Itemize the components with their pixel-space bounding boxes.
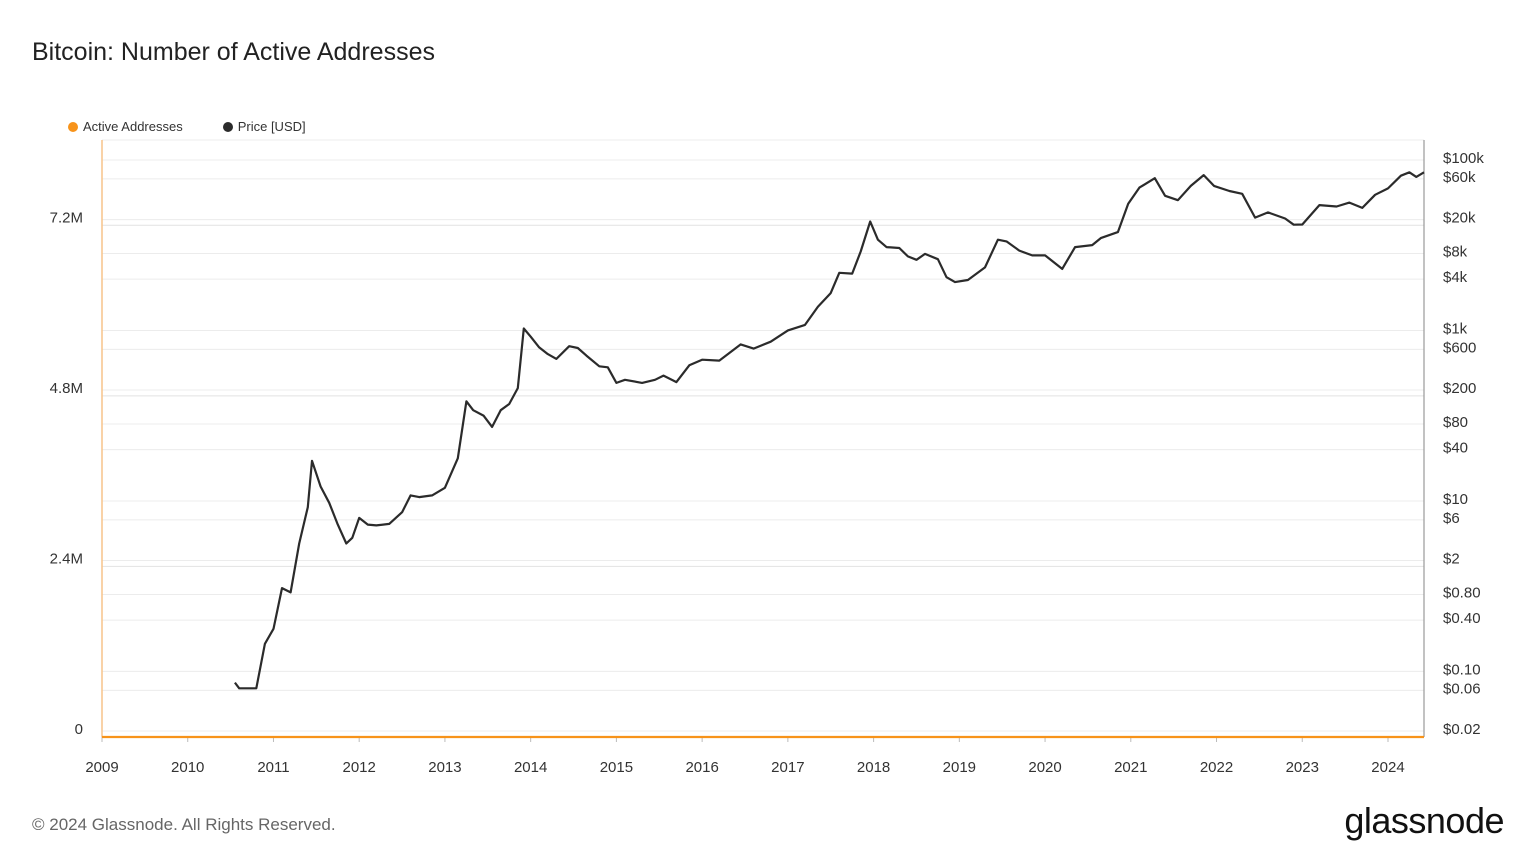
y-right-tick-label: $60k (1443, 169, 1476, 186)
y-right-tick-label: $0.80 (1443, 584, 1481, 601)
x-tick-label: 2024 (1371, 759, 1404, 776)
y-right-tick-label: $100k (1443, 150, 1484, 167)
x-tick-label: 2020 (1028, 759, 1061, 776)
y-right-tick-label: $4k (1443, 269, 1468, 286)
x-tick-label: 2013 (428, 759, 461, 776)
y-right-tick-label: $10 (1443, 491, 1468, 508)
series-line-price (234, 171, 1425, 690)
chart-title: Bitcoin: Number of Active Addresses (32, 38, 435, 66)
x-tick-label: 2023 (1286, 759, 1319, 776)
y-right-tick-label: $2 (1443, 551, 1460, 568)
x-tick-label: 2021 (1114, 759, 1147, 776)
y-right-tick-label: $1k (1443, 320, 1468, 337)
x-tick-label: 2017 (771, 759, 804, 776)
legend-dot-icon (222, 121, 233, 132)
x-tick-label: 2019 (943, 759, 976, 776)
y-right-tick-label: $40 (1443, 440, 1468, 457)
copyright: © 2024 Glassnode. All Rights Reserved. (32, 815, 336, 834)
x-tick-label: 2022 (1200, 759, 1233, 776)
legend-item-price[interactable]: Price [USD] (222, 119, 306, 134)
y-right-tick-label: $8k (1443, 243, 1468, 260)
x-tick-label: 2014 (514, 759, 547, 776)
legend-item-active-addresses[interactable]: Active Addresses (68, 119, 183, 134)
y-left-tick-label: 0 (75, 721, 83, 738)
x-tick-label: 2012 (343, 759, 376, 776)
glassnode-logo: glassnode (1344, 800, 1504, 841)
x-tick-label: 2011 (257, 759, 289, 776)
x-tick-label: 2018 (857, 759, 890, 776)
y-left-tick-label: 2.4M (50, 550, 83, 567)
y-right-tick-label: $20k (1443, 210, 1476, 227)
x-tick-label: 2010 (171, 759, 204, 776)
x-tick-label: 2016 (685, 759, 718, 776)
y-right-tick-label: $600 (1443, 339, 1476, 356)
y-right-tick-label: $6 (1443, 510, 1460, 527)
y-right-tick-label: $0.02 (1443, 721, 1481, 738)
y-right-tick-label: $0.40 (1443, 610, 1481, 627)
legend-label: Price [USD] (237, 119, 306, 134)
legend-dot-icon (68, 121, 78, 132)
x-tick-label: 2009 (85, 759, 118, 776)
legend-label: Active Addresses (83, 119, 183, 134)
y-right-tick-label: $200 (1443, 380, 1476, 397)
x-tick-label: 2015 (600, 759, 633, 776)
legend: Active Addresses Price [USD] (68, 119, 306, 134)
y-left-tick-label: 7.2M (50, 209, 83, 226)
y-right-tick-label: $0.06 (1443, 680, 1481, 697)
y-right-tick-label: $80 (1443, 414, 1468, 431)
y-left-tick-label: 4.8M (50, 380, 83, 397)
y-right-tick-label: $0.10 (1443, 661, 1481, 678)
